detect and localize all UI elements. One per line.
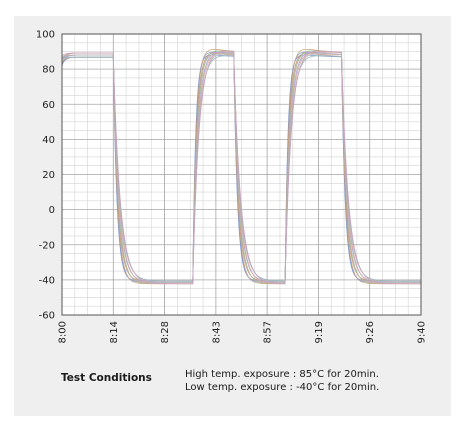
y-tick-label: 0 (49, 205, 55, 216)
y-tick-label: 100 (36, 30, 55, 41)
y-tick-label: -60 (39, 311, 55, 322)
low-temp-exposure: Low temp. exposure : -40°C for 20min. (185, 382, 380, 393)
y-tick-label: -20 (39, 240, 55, 251)
series-line (61, 51, 421, 283)
x-tick-label: 9:19 (314, 321, 325, 343)
series-line (61, 51, 421, 285)
test-conditions: Test Conditions High temp. exposure : 85… (61, 368, 421, 398)
plot-frame (61, 33, 422, 316)
x-tick-label: 8:57 (263, 321, 274, 343)
x-tick-label: 8:00 (58, 321, 69, 343)
y-tick-label: 40 (42, 135, 55, 146)
x-tick-label: 8:43 (211, 321, 222, 343)
x-tick-label: 9:26 (365, 321, 376, 343)
x-tick-label: 8:14 (109, 321, 120, 343)
series-line (61, 50, 421, 285)
x-tick-label: 8:28 (160, 321, 171, 343)
series-lines (61, 48, 421, 285)
y-tick-label: 20 (42, 170, 55, 181)
y-tick-label: 60 (42, 100, 55, 111)
test-conditions-title: Test Conditions (61, 372, 152, 384)
series-line (61, 50, 421, 285)
plot-border (61, 33, 422, 316)
y-tick-label: -40 (39, 275, 55, 286)
x-tick-labels: 8:00 8:14 8:28 8:43 8:57 9:19 9:26 9:40 (58, 321, 428, 343)
series-line (61, 54, 421, 282)
y-tick-label: 80 (42, 65, 55, 76)
test-conditions-details: High temp. exposure : 85°C for 20min. Lo… (185, 368, 379, 394)
x-tick-label: 9:40 (417, 321, 428, 343)
y-tick-labels: 100 80 60 40 20 0 -20 -40 -60 (36, 30, 55, 322)
high-temp-exposure: High temp. exposure : 85°C for 20min. (185, 369, 379, 380)
series-line (61, 48, 421, 285)
